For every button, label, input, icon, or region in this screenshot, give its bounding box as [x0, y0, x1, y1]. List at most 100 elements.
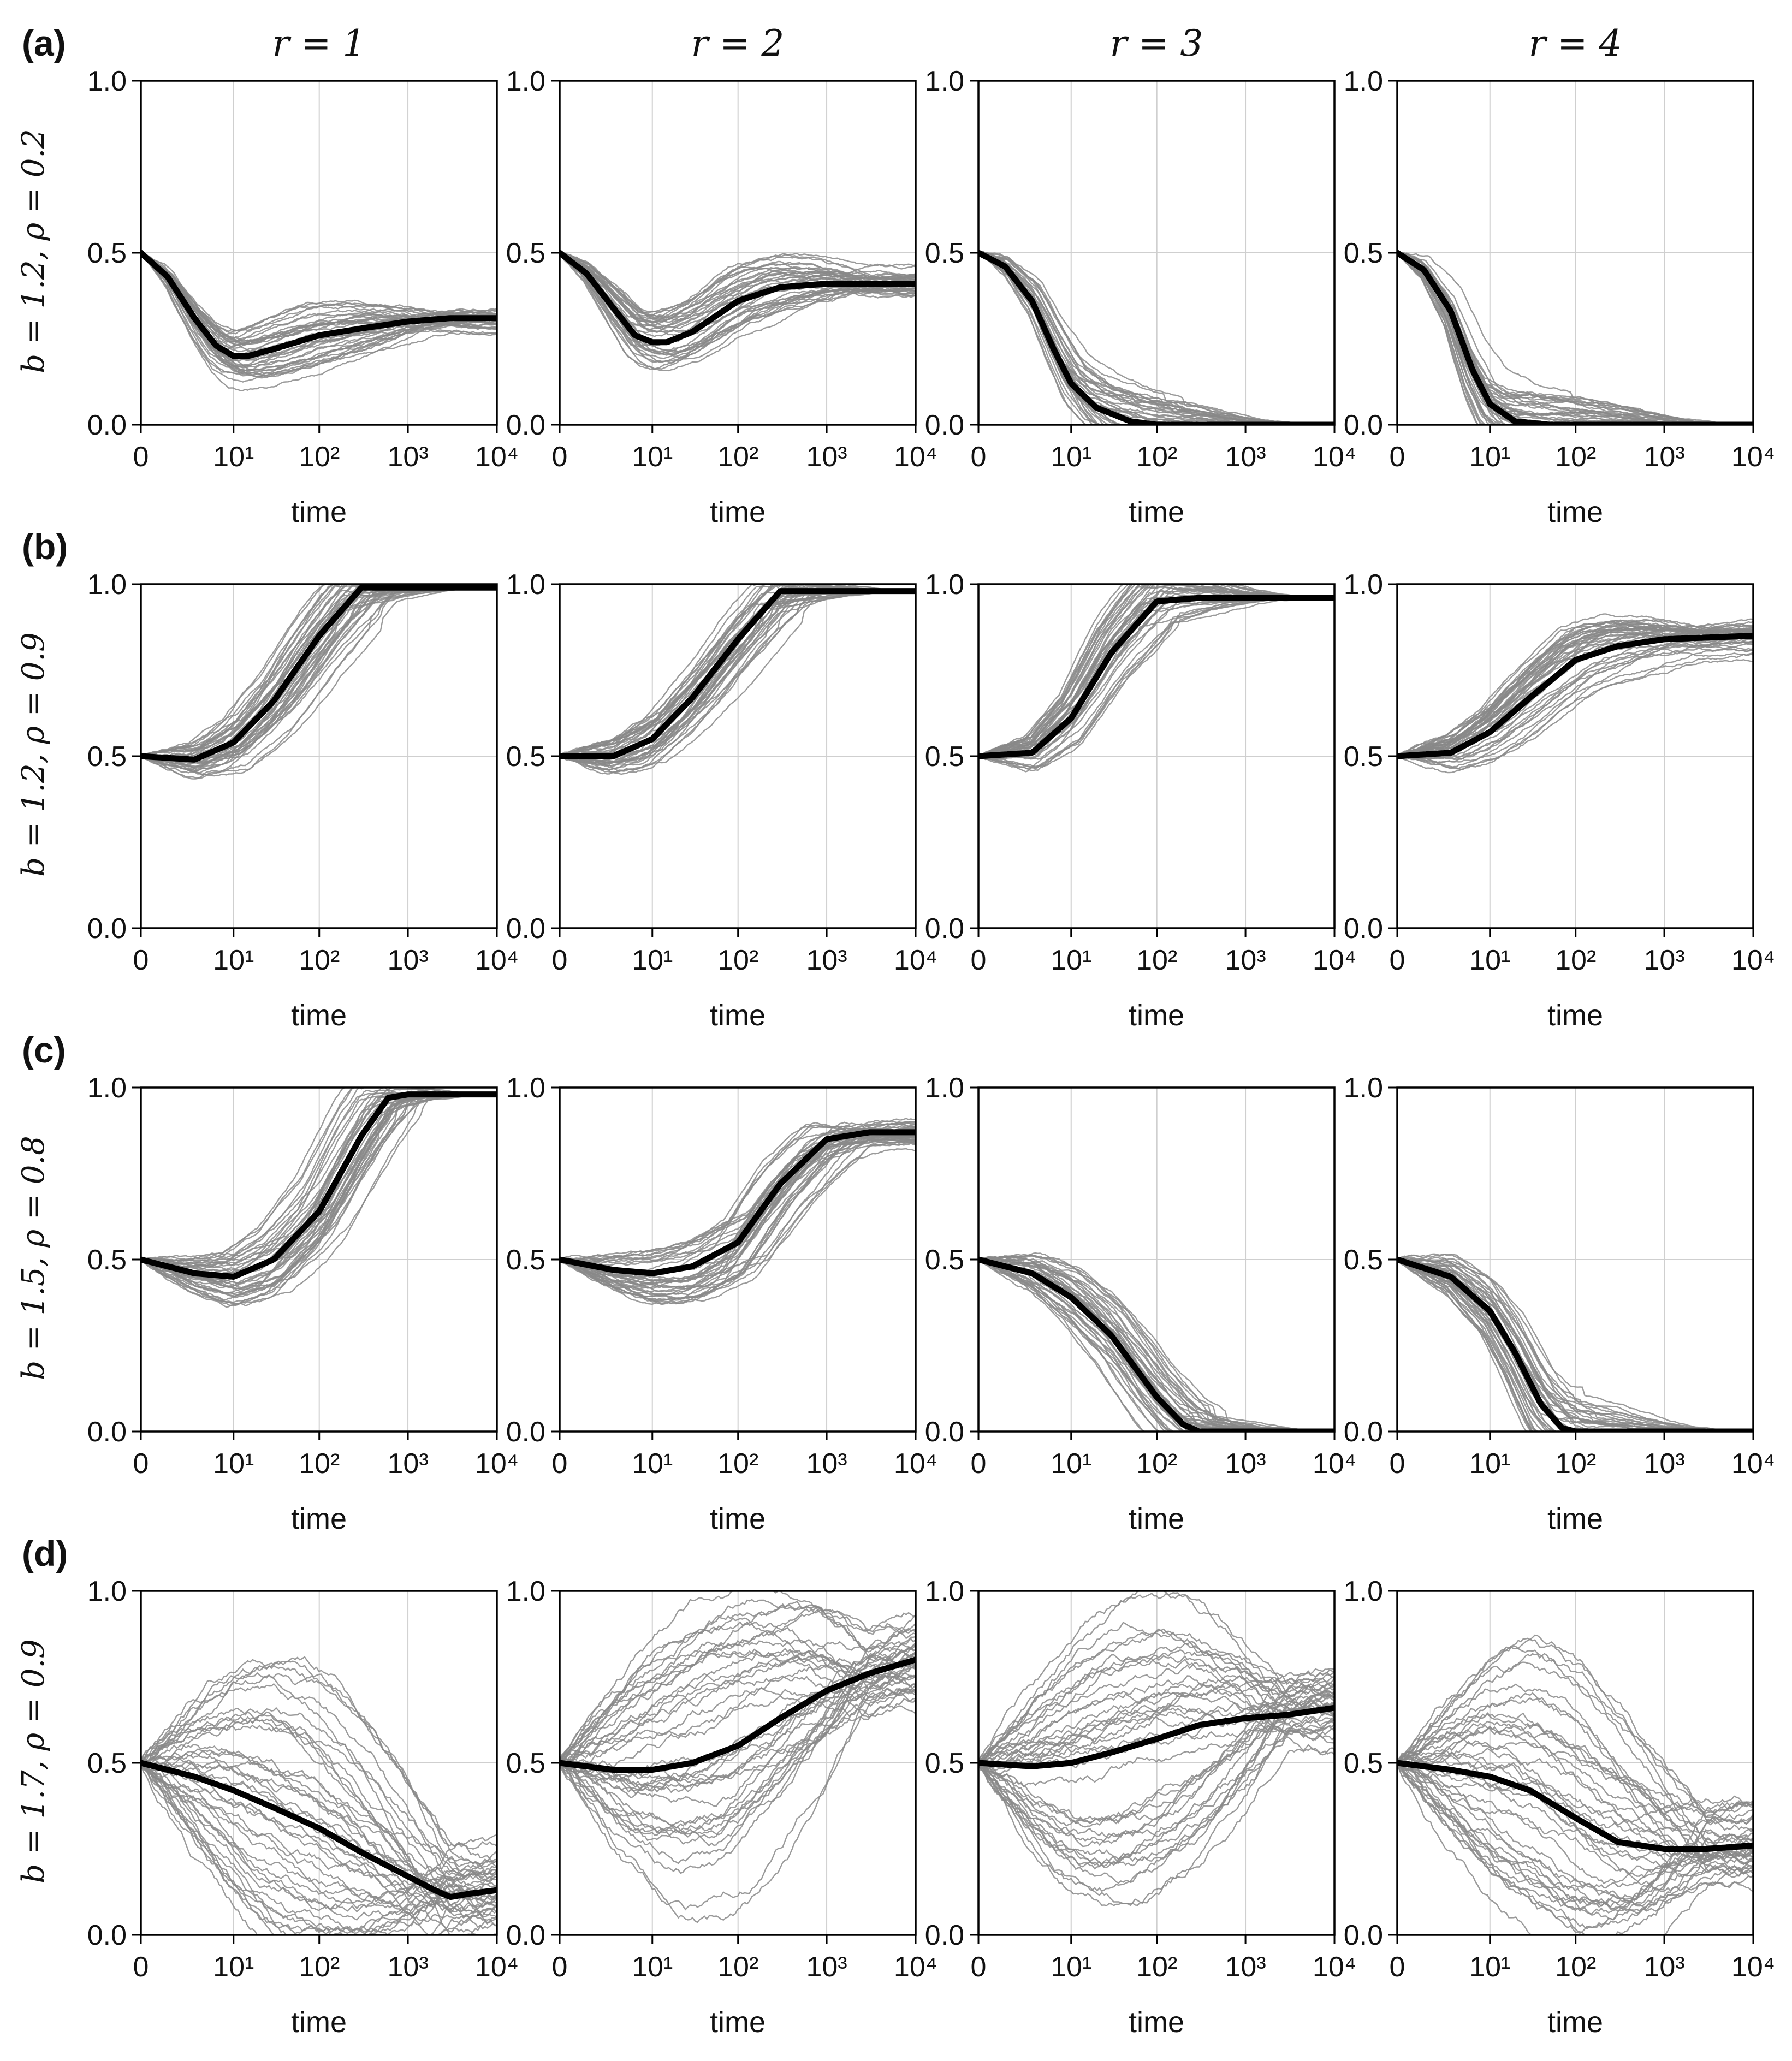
y-tick-label: 0.0: [87, 1416, 127, 1448]
x-tick-label: 10²: [1555, 945, 1596, 976]
x-axis-label: time: [291, 999, 347, 1032]
panel-c-r2: 0 10¹ 10² 10³ 10⁴ time 0.0 0.5 1.0: [506, 1072, 937, 1535]
panel-c-r4: 0 10¹ 10² 10³ 10⁴ time 0.0 0.5 1.0: [1344, 1072, 1775, 1535]
panel-d-r4: 0 10¹ 10² 10³ 10⁴ time 0.0 0.5 1.0: [1344, 1576, 1775, 2039]
y-tick-label: 1.0: [506, 569, 545, 601]
x-tick-label: 0: [133, 1448, 149, 1480]
x-tick-label: 10³: [1225, 945, 1266, 976]
run-line: [978, 1258, 1334, 1432]
y-tick-label: 0.5: [506, 237, 545, 269]
panel-a-r2: 0 10¹ 10² 10³ 10⁴ time 0.0 0.5 1.0: [506, 66, 937, 528]
x-tick-label: 10¹: [1051, 1448, 1091, 1480]
run-line: [141, 1707, 497, 1878]
run-line: [1397, 1258, 1753, 1432]
x-tick-label: 10¹: [213, 1951, 254, 1983]
run-line: [978, 1680, 1334, 1870]
x-tick-label: 10³: [1643, 1448, 1684, 1480]
y-tick-label: 0.0: [87, 1920, 127, 1951]
y-tick-label: 1.0: [87, 66, 127, 97]
run-line: [560, 252, 916, 313]
run-line: [978, 1701, 1334, 1867]
x-tick-label: 0: [1390, 1448, 1405, 1480]
x-axis-label: time: [1547, 2006, 1603, 2039]
y-tick-label: 0.0: [925, 1416, 964, 1448]
run-line: [560, 252, 916, 330]
run-line: [560, 1651, 916, 1771]
run-line: [978, 1260, 1334, 1432]
x-tick-label: 10¹: [213, 945, 254, 976]
run-line: [141, 1656, 497, 1875]
mean-line: [560, 1129, 916, 1276]
run-line: [560, 252, 916, 323]
mean-line: [1397, 250, 1753, 425]
run-line: [560, 1137, 916, 1284]
run-line: [560, 1684, 916, 1765]
x-tick-label: 10⁴: [475, 945, 519, 976]
column-titles: r = 1 r = 2 r = 3 r = 4: [272, 22, 1622, 64]
x-tick-label: 0: [552, 1448, 568, 1480]
run-line: [141, 1761, 497, 1880]
run-line: [141, 1759, 497, 1935]
run-line: [141, 1094, 497, 1266]
run-line: [1397, 1634, 1753, 1819]
run-line: [1397, 659, 1753, 769]
x-tick-label: 10³: [387, 441, 428, 473]
run-line: [1397, 1258, 1753, 1432]
x-tick-label: 10³: [806, 1448, 847, 1480]
run-line: [1397, 1764, 1753, 1885]
row-tag-d: (d): [22, 1533, 68, 1573]
panel-a-r4: 0 10¹ 10² 10³ 10⁴ time 0.0 0.5 1.0: [1344, 66, 1775, 528]
y-tick-label: 1.0: [87, 1576, 127, 1607]
y-tick-label: 1.0: [1344, 66, 1383, 97]
x-tick-label: 10¹: [1469, 441, 1510, 473]
mean-line: [141, 1760, 497, 1900]
run-line: [141, 252, 497, 351]
y-tick-label: 1.0: [925, 1576, 964, 1607]
run-line: [141, 1762, 497, 1933]
x-tick-label: 0: [1390, 1951, 1405, 1983]
y-tick-label: 0.5: [925, 237, 964, 269]
panel-d-r2: 0 10¹ 10² 10³ 10⁴ time 0.0 0.5 1.0: [506, 1576, 937, 2039]
x-tick-label: 10²: [717, 441, 758, 473]
run-line: [1397, 625, 1753, 757]
x-tick-label: 10³: [387, 945, 428, 976]
x-tick-label: 10³: [1225, 441, 1266, 473]
x-tick-label: 10²: [299, 945, 340, 976]
y-tick-label: 1.0: [87, 1072, 127, 1104]
y-tick-label: 0.5: [1344, 1748, 1383, 1779]
run-line: [978, 1689, 1334, 1771]
y-tick-label: 0.5: [506, 741, 545, 773]
x-axis-label: time: [291, 2006, 347, 2039]
run-line: [1397, 647, 1753, 760]
x-tick-label: 10³: [1643, 1951, 1684, 1983]
x-tick-label: 10³: [806, 945, 847, 976]
x-tick-label: 10²: [1555, 1951, 1596, 1983]
run-line: [560, 252, 916, 363]
run-line: [1397, 1258, 1753, 1432]
run-line: [560, 1621, 916, 1763]
x-tick-label: 10²: [717, 1951, 758, 1983]
x-tick-label: 10³: [1225, 1951, 1266, 1983]
run-line: [560, 1138, 916, 1303]
run-line: [978, 1719, 1334, 1838]
mean-line: [141, 584, 497, 763]
x-tick-label: 0: [133, 1951, 149, 1983]
x-tick-label: 10²: [1136, 1951, 1177, 1983]
panels: 0 10¹ 10² 10³ 10⁴ time 0.0 0.5 1.0 0 10¹ 10² 10³ 10⁴ t…: [87, 66, 1775, 2039]
runs-group: [560, 1591, 916, 1923]
x-axis-label: time: [1129, 496, 1184, 528]
panel-c-r1: 0 10¹ 10² 10³ 10⁴ time 0.0 0.5 1.0: [87, 1072, 519, 1535]
y-tick-label: 0.5: [925, 741, 964, 773]
run-line: [1397, 1762, 1753, 1892]
panel-d-r3: 0 10¹ 10² 10³ 10⁴ time 0.0 0.5 1.0: [925, 1576, 1356, 2039]
x-axis-label: time: [291, 1502, 347, 1535]
run-line: [560, 1139, 916, 1301]
run-line: [1397, 1260, 1753, 1432]
panel-b-r3: 0 10¹ 10² 10³ 10⁴ time 0.0 0.5 1.0: [925, 569, 1356, 1032]
run-line: [978, 1675, 1334, 1769]
mean-line: [141, 250, 497, 359]
run-line: [141, 252, 497, 383]
run-line: [1397, 1765, 1753, 1908]
row-ylabel-a: b = 1.2, ρ = 0.2: [16, 129, 51, 373]
x-tick-label: 10²: [299, 441, 340, 473]
